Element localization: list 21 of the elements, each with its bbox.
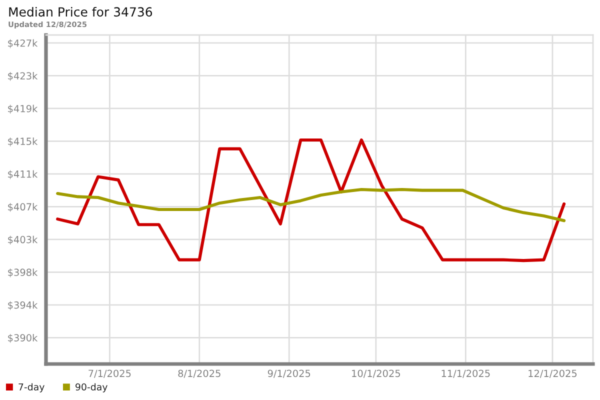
- x-tick-label: 10/1/2025: [352, 370, 400, 378]
- y-tick-label: $423k: [8, 72, 38, 81]
- legend-label: 7-day: [18, 383, 44, 392]
- y-tick-label: $390k: [8, 334, 38, 343]
- y-tick-label: $394k: [8, 301, 38, 310]
- line-series: [56, 188, 566, 222]
- line-series: [56, 138, 566, 262]
- y-tick-label: $419k: [8, 104, 38, 114]
- y-tick-label: $427k: [8, 39, 38, 48]
- y-tick-label: $407k: [8, 202, 38, 212]
- chart-title: Median Price for 34736: [9, 6, 152, 17]
- y-tick-label: $415k: [8, 138, 38, 146]
- legend-label: 90-day: [76, 383, 108, 392]
- y-tick-label: $398k: [8, 268, 38, 278]
- x-tick-label: 12/1/2025: [528, 370, 577, 378]
- x-tick-label: 7/1/2025: [88, 370, 131, 378]
- x-tick-label: 8/1/2025: [178, 370, 220, 378]
- y-tick-label: $403k: [8, 236, 38, 245]
- x-tick-label: 9/1/2025: [268, 370, 310, 378]
- x-tick-label: 11/1/2025: [442, 370, 490, 378]
- y-tick-label: $411k: [8, 170, 38, 180]
